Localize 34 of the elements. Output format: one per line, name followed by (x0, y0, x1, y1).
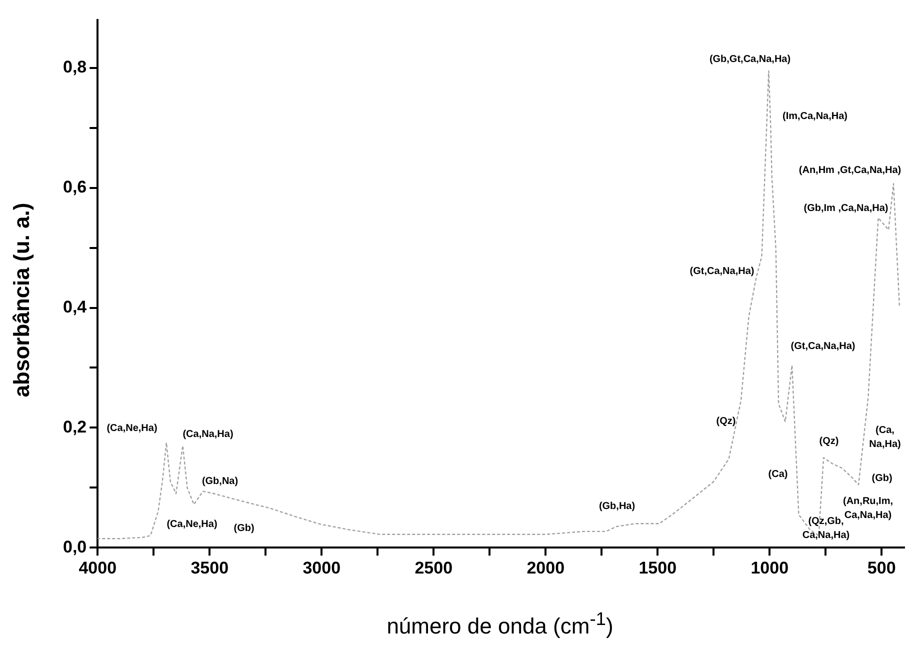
annotation: (Gb,Gt,Ca,Na,Ha) (709, 54, 791, 65)
annotation: (Qz) (716, 416, 736, 427)
annotation: (Ca,Ne,Ha) (106, 422, 158, 434)
x-tick-label: 4000 (78, 558, 117, 578)
annotation: (Gb,Im ,Ca,Na,Ha) (804, 202, 888, 214)
annotation: (Ca, Na,Ha) (869, 424, 901, 450)
x-tick-label: 1000 (750, 558, 789, 578)
annotation: (Qz) (819, 436, 839, 447)
y-tick-label: 0,4 (62, 297, 88, 316)
annotation: (Gb,Na) (202, 476, 238, 487)
y-tick-label: 0,2 (62, 417, 87, 436)
y-axis-title: absorbância (u. a.) (9, 202, 35, 398)
x-tick-label: 500 (867, 558, 896, 578)
x-tick-label: 3000 (302, 558, 341, 578)
annotation: (Gt,Ca,Na,Ha) (690, 266, 754, 277)
annotation: (Im,Ca,Na,Ha) (782, 110, 848, 122)
annotation: (Gb) (234, 522, 254, 534)
x-tick-label: 2000 (526, 558, 565, 578)
y-tick-label: 0,8 (62, 58, 87, 77)
annotation: (Gb,Ha) (598, 500, 636, 512)
x-tick-label: 3500 (190, 558, 229, 578)
line-series (98, 70, 900, 540)
annotation: (Ca,Ne,Ha) (166, 518, 218, 530)
annotation: (Ca) (768, 468, 788, 480)
y-tick-label: 0,6 (62, 178, 87, 197)
x-axis-title: número de onda (cm$^{-1}$) (386, 608, 614, 640)
y-tick-label: 0,0 (62, 537, 87, 556)
x-tick-label: 1500 (638, 558, 677, 578)
annotation: (Ca,Na,Ha) (182, 428, 234, 440)
x-tick-label: 2500 (414, 558, 453, 578)
annotation: (Gt,Ca,Na,Ha) (790, 340, 856, 352)
annotation: (Gb) (872, 472, 892, 484)
annotation: (An,Ru,Im, Ca,Na,Ha) (843, 496, 894, 521)
annotation: (An,Hm ,Gt,Ca,Na,Ha) (798, 164, 902, 176)
